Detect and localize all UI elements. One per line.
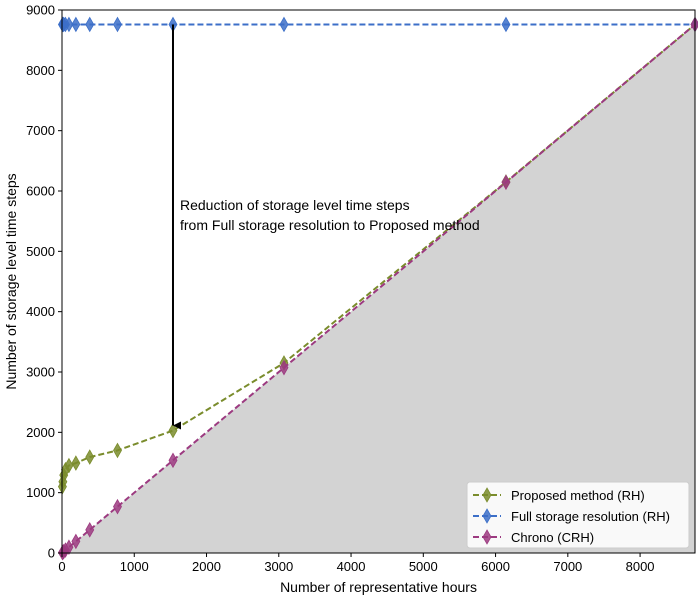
- data-point: [71, 16, 81, 33]
- data-point: [64, 539, 74, 556]
- series-1: [57, 16, 698, 495]
- annotation-text-line-2: from Full storage resolution to Proposed…: [180, 217, 480, 233]
- x-tick-label: 8000: [626, 559, 655, 574]
- y-tick-label: 9000: [26, 3, 55, 18]
- x-axis-label: Number of representative hours: [280, 579, 477, 595]
- legend-entry: Full storage resolution (RH): [473, 508, 670, 524]
- data-point: [279, 16, 289, 33]
- y-tick-label: 2000: [26, 425, 55, 440]
- legend-label: Chrono (CRH): [511, 530, 594, 545]
- x-tick-label: 3000: [264, 559, 293, 574]
- data-point: [168, 452, 178, 469]
- y-tick-label: 6000: [26, 184, 55, 199]
- annotation-text-line-1: Reduction of storage level time steps: [180, 197, 410, 213]
- data-point: [113, 16, 122, 33]
- data-point: [168, 422, 178, 439]
- x-tick-label: 7000: [553, 559, 582, 574]
- data-point: [113, 442, 122, 459]
- x-tick-label: 0: [58, 559, 65, 574]
- legend-label: Proposed method (RH): [511, 488, 645, 503]
- data-point: [113, 498, 122, 515]
- series-2: [57, 16, 698, 33]
- data-point: [85, 522, 95, 538]
- y-axis-label: Number of storage level time steps: [3, 173, 19, 389]
- legend-label: Full storage resolution (RH): [511, 509, 670, 524]
- annotation-layer: Reduction of storage level time steps fr…: [171, 24, 480, 430]
- data-point: [85, 16, 95, 33]
- y-tick-label: 3000: [26, 365, 55, 380]
- y-tick-label: 1000: [26, 485, 55, 500]
- x-tick-label: 2000: [192, 559, 221, 574]
- y-tick-label: 8000: [26, 63, 55, 78]
- legend-marker: [482, 487, 492, 503]
- x-tick-label: 6000: [481, 559, 510, 574]
- y-tick-label: 5000: [26, 244, 55, 259]
- x-tick-label: 1000: [120, 559, 149, 574]
- legend-marker: [482, 529, 492, 545]
- legend-entry: Chrono (CRH): [473, 529, 594, 545]
- data-point: [71, 533, 81, 550]
- data-point: [85, 449, 95, 465]
- data-point: [71, 455, 81, 471]
- legend-box: [466, 481, 690, 549]
- data-point: [501, 174, 511, 191]
- data-point: [279, 359, 289, 376]
- y-tick-label: 0: [48, 546, 55, 561]
- y-tick-label: 7000: [26, 123, 55, 138]
- axes: 0 1000 2000 3000 4000 5000 6000 7000 8000 0 1000 20…: [26, 3, 654, 575]
- y-tick-label: 4000: [26, 304, 55, 319]
- legend-entry: Proposed method (RH): [473, 487, 645, 503]
- x-tick-label: 5000: [409, 559, 438, 574]
- data-point: [501, 16, 511, 33]
- plot-area-frame: [61, 9, 696, 554]
- data-point: [64, 16, 74, 33]
- legend-marker: [482, 508, 492, 524]
- x-tick-label: 4000: [337, 559, 366, 574]
- legend: Proposed method (RH) Full storage resolut…: [466, 481, 690, 549]
